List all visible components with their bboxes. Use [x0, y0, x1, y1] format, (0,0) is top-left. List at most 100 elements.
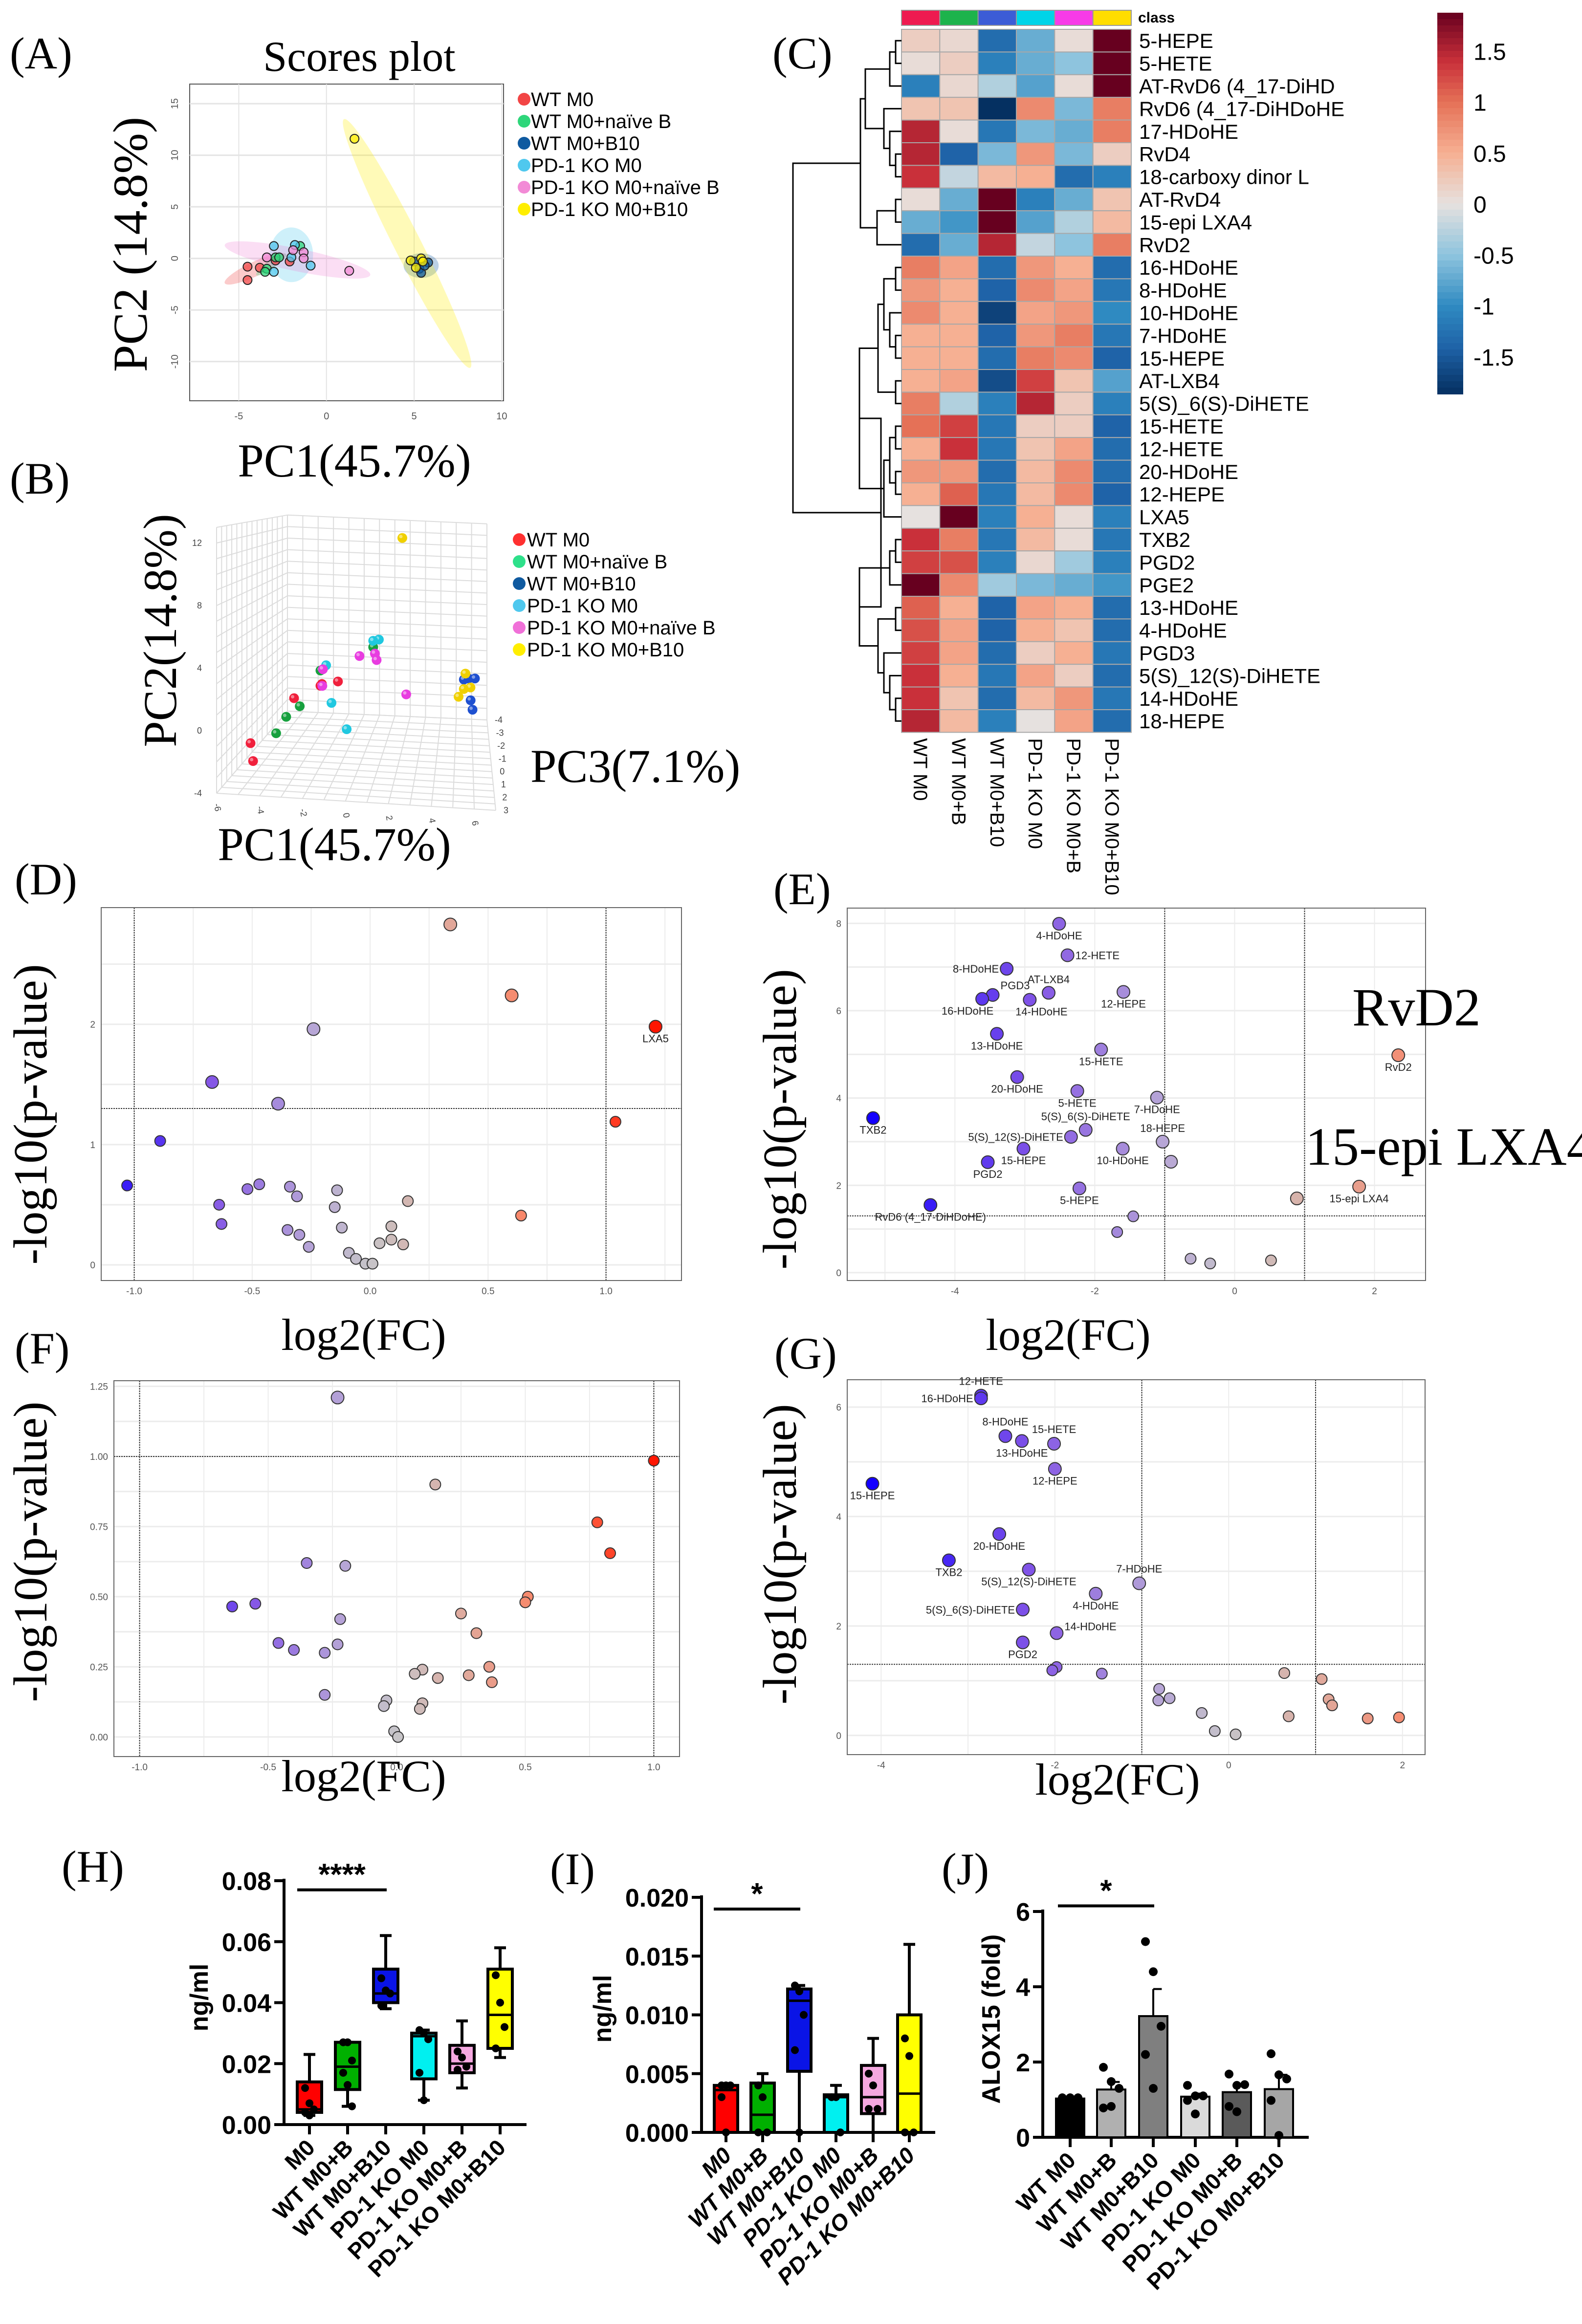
point-label: 12-HEPE [1033, 1475, 1077, 1487]
heatmap-cell [977, 596, 1017, 620]
dendrogram-branch [895, 425, 901, 450]
data-point [1127, 1210, 1140, 1222]
point-label: 5-HEPE [1060, 1195, 1099, 1207]
data-point [869, 2081, 877, 2089]
gridline [267, 734, 490, 746]
legend-marker [518, 159, 530, 172]
data-point [1107, 2102, 1116, 2111]
x-tick-label: -1.0 [126, 1286, 142, 1297]
significance-stars: * [1100, 1874, 1112, 1908]
point-label: RvD6 (4_17-DiHDoHE) [875, 1211, 986, 1223]
heatmap-cell [1016, 527, 1055, 552]
data-point [726, 2081, 734, 2089]
heatmap-cell [1054, 97, 1094, 121]
point-label: 20-HDoHE [991, 1083, 1043, 1095]
colorbar-segment [1437, 178, 1463, 185]
data-point [385, 1220, 397, 1233]
data-point [1232, 2081, 1241, 2090]
heatmap-cell [1092, 210, 1132, 234]
data-point [1352, 1179, 1366, 1194]
heatmap-cell [1054, 482, 1094, 506]
gridline [221, 787, 495, 804]
column-label: WT M0+B10 [986, 738, 1008, 847]
y-tick-label: 0 [1016, 2124, 1030, 2152]
colorbar-segment [1437, 19, 1463, 26]
data-point [800, 2011, 808, 2019]
data-point [1023, 993, 1037, 1007]
class-color-cell [1016, 10, 1055, 26]
heatmap-cell [1016, 550, 1055, 574]
heatmap-cell [1016, 709, 1055, 733]
gridline [216, 793, 496, 811]
y-tick-label: 10 [170, 150, 180, 161]
data-point [310, 2105, 318, 2113]
panel-labels: (A) (B) (C) (D) (E) (F) (G) (H) (I) (J) [10, 28, 989, 1894]
score-point [299, 253, 309, 263]
y-tick-label: 0.75 [90, 1522, 108, 1532]
sphere-highlight [461, 686, 464, 690]
epi-lxa4-callout: 15-epi LXA4 [1305, 1117, 1582, 1176]
row-label: 15-epi LXA4 [1139, 211, 1252, 234]
data-point [923, 1198, 938, 1212]
data-point [609, 1116, 621, 1128]
point-label: 12-HETE [1076, 949, 1120, 961]
data-point [1199, 2091, 1208, 2101]
heatmap-cell [939, 505, 979, 529]
heatmap-cell [1016, 324, 1055, 348]
x-axis-title: log2(FC) [281, 1751, 446, 1801]
row-label: 12-HETE [1139, 437, 1224, 460]
gridline [287, 595, 487, 605]
heatmap-cell [939, 301, 979, 325]
colorbar-segment [1437, 324, 1463, 331]
y-axis-title: -log10(p-value) [754, 1404, 807, 1705]
bar [1055, 2097, 1085, 2138]
row-label: 15-HEPE [1139, 347, 1225, 370]
score-point [242, 261, 253, 272]
colorbar-segment [1437, 44, 1463, 51]
heatmap-cell [977, 664, 1017, 688]
data-point [496, 1998, 504, 2007]
heatmap-cell [977, 210, 1017, 234]
heatmap-cell [1016, 596, 1055, 620]
x-tick-label: 5 [412, 411, 417, 422]
data-point [470, 1627, 483, 1639]
score-sphere [459, 684, 469, 694]
data-point [998, 1429, 1012, 1443]
colorbar-segment [1437, 184, 1463, 191]
heatmap-cell [939, 233, 979, 257]
data-point [462, 1669, 475, 1681]
gridline [277, 722, 488, 734]
heatmap-cell [1092, 142, 1132, 166]
point-label: PGD3 [1001, 979, 1030, 992]
heatmap-cell [1054, 664, 1094, 688]
colorbar-segment [1437, 127, 1463, 134]
data-point [1157, 2021, 1165, 2031]
heatmap-cell [1092, 550, 1132, 574]
data-point [648, 1020, 662, 1034]
heatmap-cell [1054, 142, 1094, 166]
x-tick-label: -2 [1091, 1286, 1099, 1297]
data-point [591, 1516, 603, 1528]
volcano-plot-f: -1.0 -0.5 0.0 0.5 1.0 0.00 0.25 0.50 0.75 1.00 1.2… [4, 1380, 680, 1801]
y-axis-title: PC2(14.8%) [134, 514, 186, 747]
y-tick-label: 6 [1016, 1898, 1030, 1927]
heatmap-cell [1092, 414, 1132, 438]
data-point [454, 2065, 461, 2074]
y-tick-label: -4 [194, 788, 202, 798]
x-tick-label: 1.0 [647, 1762, 660, 1773]
z-tick-label: -2 [497, 741, 505, 751]
colorbar-segment [1437, 203, 1463, 210]
confidence-ellipse [224, 241, 371, 279]
colorbar-segment [1437, 229, 1463, 236]
data-point [288, 1644, 300, 1656]
heatmap-cell [939, 596, 979, 620]
dendrogram-branch [792, 162, 881, 514]
colorbar-segment [1437, 83, 1463, 89]
heatmap-cell [901, 437, 941, 461]
legend-marker [513, 533, 526, 546]
data-point [901, 2129, 909, 2136]
x-tick-label: -5 [235, 411, 243, 422]
gridline [216, 618, 288, 669]
data-point [374, 1237, 386, 1249]
